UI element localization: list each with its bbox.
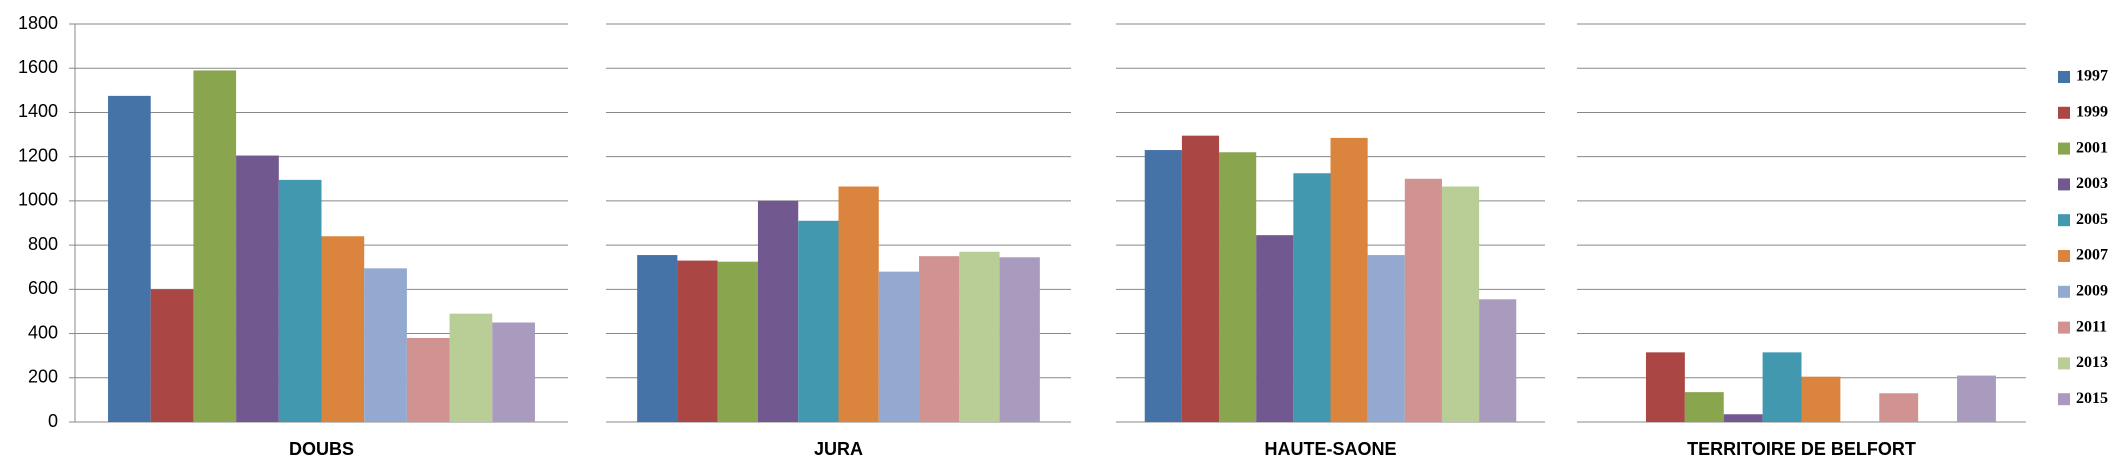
bar — [919, 256, 960, 422]
bar — [1479, 299, 1517, 422]
y-tick-label: 0 — [48, 411, 58, 431]
bar — [193, 70, 237, 422]
bar — [278, 179, 322, 422]
bar — [1684, 392, 1724, 422]
y-tick-label: 1200 — [18, 145, 58, 165]
bar — [364, 268, 407, 422]
bar — [959, 251, 1000, 422]
y-tick-label: 1800 — [18, 13, 58, 33]
legend-swatch — [2058, 393, 2070, 406]
bar — [1293, 173, 1331, 422]
legend-label: 2009 — [2076, 282, 2108, 299]
bar — [1723, 414, 1763, 422]
legend-swatch — [2058, 250, 2070, 262]
bar — [406, 337, 450, 422]
bar — [1957, 375, 1996, 422]
legend-label: 2013 — [2076, 354, 2108, 371]
bar — [878, 271, 920, 422]
legend-swatch — [2058, 106, 2070, 119]
y-tick-label: 800 — [28, 234, 58, 254]
bar — [1256, 235, 1294, 422]
legend-label: 1997 — [2076, 68, 2108, 85]
legend-swatch — [2058, 178, 2070, 191]
y-tick-label: 400 — [28, 322, 58, 342]
bar — [757, 200, 799, 422]
bar — [1879, 393, 1919, 422]
y-tick-label: 1400 — [18, 101, 58, 121]
bar — [1144, 150, 1182, 423]
y-tick-label: 1600 — [18, 57, 58, 77]
bar — [108, 95, 151, 422]
legend-label: 2005 — [2076, 211, 2108, 228]
x-tick-label: DOUBS — [289, 439, 354, 459]
legend-label: 1999 — [2076, 103, 2108, 120]
bar — [1404, 178, 1442, 422]
legend-swatch — [2058, 357, 2070, 370]
y-tick-label: 600 — [28, 278, 58, 298]
bar — [1367, 255, 1405, 422]
bar — [798, 220, 839, 422]
legend-swatch — [2058, 142, 2070, 155]
x-tick-label: TERRITOIRE DE BELFORT — [1687, 439, 1916, 459]
x-tick-label: JURA — [814, 439, 863, 459]
legend-swatch — [2058, 71, 2070, 83]
bar — [1330, 137, 1368, 422]
bar — [1219, 152, 1257, 422]
bar — [637, 255, 678, 422]
bar — [1801, 376, 1841, 422]
bar — [1645, 352, 1685, 422]
bar — [717, 261, 758, 422]
bar — [236, 155, 279, 423]
legend-label: 2015 — [2076, 390, 2108, 407]
legend-swatch — [2058, 214, 2070, 227]
legend-swatch — [2058, 285, 2070, 298]
bar — [677, 260, 718, 422]
bar — [1762, 352, 1802, 422]
legend-swatch — [2058, 321, 2070, 334]
bar — [150, 289, 194, 422]
bar — [1181, 135, 1220, 422]
legend-label: 2007 — [2076, 247, 2108, 264]
bar — [492, 322, 535, 422]
x-tick-label: HAUTE-SAONE — [1264, 439, 1396, 459]
bar — [1441, 186, 1480, 422]
bar — [838, 186, 879, 422]
bar — [449, 313, 493, 422]
y-tick-label: 200 — [28, 367, 58, 387]
bar — [999, 257, 1040, 422]
bar — [321, 236, 365, 422]
legend-label: 2001 — [2076, 139, 2108, 156]
legend-label: 2011 — [2076, 318, 2107, 335]
legend-label: 2003 — [2076, 175, 2108, 192]
y-tick-label: 1000 — [18, 190, 58, 210]
